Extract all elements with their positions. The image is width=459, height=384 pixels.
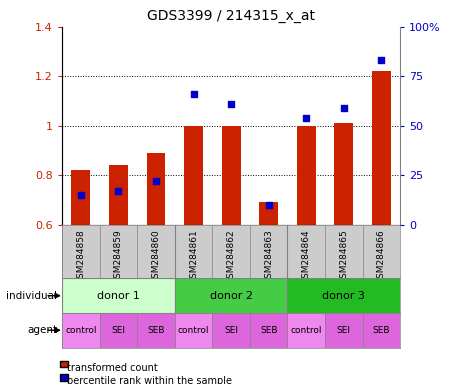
Text: SEI: SEI bbox=[336, 326, 350, 335]
Point bbox=[77, 192, 84, 198]
Bar bbox=[334, 123, 353, 225]
Point bbox=[115, 188, 122, 194]
Text: SEI: SEI bbox=[224, 326, 238, 335]
Text: GSM284862: GSM284862 bbox=[226, 229, 235, 283]
Bar bbox=[100, 313, 137, 348]
Text: GSM284858: GSM284858 bbox=[76, 229, 85, 284]
Bar bbox=[325, 313, 362, 348]
Text: GSM284860: GSM284860 bbox=[151, 229, 160, 284]
Bar bbox=[71, 170, 90, 225]
Bar bbox=[221, 126, 240, 225]
Text: GSM284865: GSM284865 bbox=[339, 229, 347, 284]
Point bbox=[339, 105, 347, 111]
Bar bbox=[296, 126, 315, 225]
Bar bbox=[62, 278, 174, 313]
Text: GSM284859: GSM284859 bbox=[114, 229, 123, 284]
Point bbox=[264, 202, 272, 208]
Text: GSM284863: GSM284863 bbox=[263, 229, 273, 284]
Point bbox=[190, 91, 197, 97]
Bar bbox=[371, 71, 390, 225]
Bar bbox=[109, 166, 128, 225]
Bar bbox=[184, 126, 202, 225]
Point bbox=[302, 115, 309, 121]
Title: GDS3399 / 214315_x_at: GDS3399 / 214315_x_at bbox=[147, 9, 314, 23]
Bar bbox=[362, 313, 399, 348]
Bar bbox=[62, 313, 100, 348]
Text: GSM284864: GSM284864 bbox=[301, 229, 310, 283]
Text: SEB: SEB bbox=[372, 326, 389, 335]
Bar bbox=[174, 278, 287, 313]
Text: control: control bbox=[290, 326, 321, 335]
Text: individual: individual bbox=[6, 291, 57, 301]
Bar bbox=[287, 278, 399, 313]
Bar bbox=[212, 313, 249, 348]
Point bbox=[152, 178, 159, 184]
Bar bbox=[174, 313, 212, 348]
Bar bbox=[146, 153, 165, 225]
Text: SEI: SEI bbox=[111, 326, 125, 335]
Text: agent: agent bbox=[28, 325, 57, 335]
Text: control: control bbox=[65, 326, 96, 335]
Bar bbox=[287, 313, 325, 348]
Bar bbox=[259, 202, 278, 225]
Text: control: control bbox=[178, 326, 209, 335]
Text: GSM284861: GSM284861 bbox=[189, 229, 198, 284]
Bar bbox=[137, 313, 174, 348]
Bar bbox=[249, 313, 287, 348]
Point bbox=[377, 58, 384, 64]
Text: donor 2: donor 2 bbox=[209, 291, 252, 301]
Text: percentile rank within the sample: percentile rank within the sample bbox=[67, 376, 231, 384]
Text: donor 3: donor 3 bbox=[322, 291, 364, 301]
Text: donor 1: donor 1 bbox=[97, 291, 140, 301]
Point bbox=[227, 101, 234, 107]
Text: SEB: SEB bbox=[259, 326, 277, 335]
Text: GSM284866: GSM284866 bbox=[376, 229, 385, 284]
Text: transformed count: transformed count bbox=[67, 363, 157, 373]
Text: SEB: SEB bbox=[147, 326, 164, 335]
